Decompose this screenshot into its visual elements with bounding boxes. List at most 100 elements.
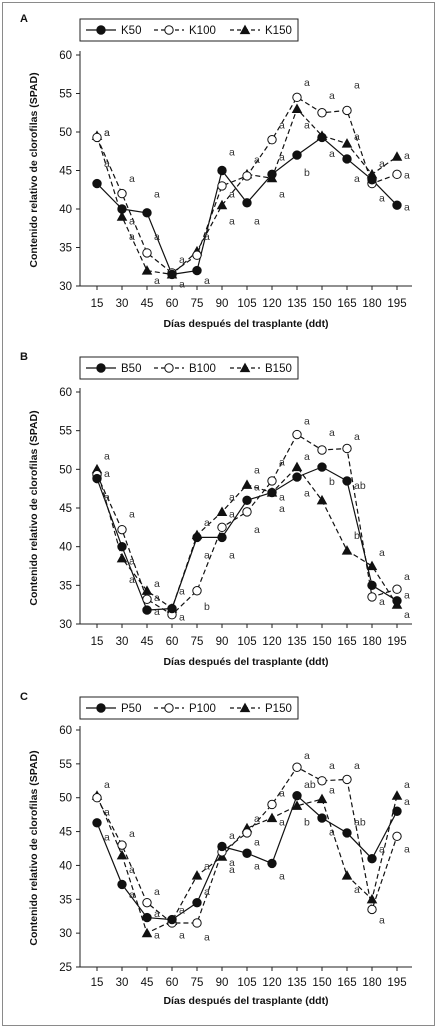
series-line-b100 bbox=[96, 433, 398, 616]
x-tick-label: 75 bbox=[191, 298, 204, 310]
legend: B50 B100 B150 bbox=[79, 356, 299, 380]
significance-letter: a bbox=[229, 491, 235, 503]
x-tick-label: 135 bbox=[287, 298, 306, 310]
data-point-k150 bbox=[116, 211, 128, 221]
significance-letter: a bbox=[129, 864, 135, 876]
data-point-k100 bbox=[342, 105, 352, 116]
y-tick-label: 60 bbox=[59, 387, 72, 399]
y-tick-label: 60 bbox=[59, 50, 72, 62]
data-point-p100 bbox=[92, 793, 102, 803]
data-point-b50 bbox=[367, 580, 377, 591]
data-point-b100 bbox=[342, 443, 352, 454]
data-point-p100 bbox=[342, 774, 352, 785]
legend-label-k50: K50 bbox=[121, 25, 141, 37]
legend-marker-b50 bbox=[96, 363, 106, 373]
y-tick-label: 30 bbox=[59, 281, 72, 293]
y-tick-label: 55 bbox=[59, 759, 72, 771]
data-point-b150 bbox=[291, 461, 303, 472]
data-point-p50 bbox=[242, 848, 252, 858]
y-tick-label: 35 bbox=[59, 580, 72, 592]
significance-letter: ab bbox=[354, 480, 366, 492]
significance-letter: a bbox=[104, 831, 110, 843]
significance-letter: a bbox=[279, 457, 285, 469]
data-point-b50 bbox=[192, 532, 202, 543]
data-point-b50 bbox=[117, 541, 127, 552]
significance-letter: ab bbox=[304, 779, 316, 791]
significance-letter: a bbox=[279, 119, 285, 131]
significance-letter: a bbox=[279, 491, 285, 503]
significance-letter: a bbox=[404, 609, 410, 621]
x-tick-label: 165 bbox=[337, 977, 356, 989]
x-tick-label: 105 bbox=[237, 977, 256, 989]
data-point-k150 bbox=[141, 265, 153, 275]
significance-letter: a bbox=[379, 915, 385, 927]
x-tick-label: 120 bbox=[262, 636, 281, 648]
data-point-k100 bbox=[217, 181, 227, 191]
significance-letter: a bbox=[179, 586, 185, 598]
legend: K50 K100 K150 bbox=[79, 18, 299, 42]
significance-letter: a bbox=[204, 886, 210, 898]
x-tick-label: 180 bbox=[362, 636, 381, 648]
data-point-p150 bbox=[191, 870, 203, 880]
data-point-p150 bbox=[391, 790, 403, 800]
data-point-b100 bbox=[142, 594, 152, 604]
significance-letter: a bbox=[179, 929, 185, 941]
x-tick-label: 30 bbox=[116, 977, 129, 989]
data-point-k50 bbox=[292, 150, 302, 160]
x-tick-label: 90 bbox=[216, 636, 229, 648]
significance-letter: a bbox=[304, 451, 310, 463]
significance-letter: a bbox=[404, 844, 410, 856]
data-point-k100 bbox=[267, 135, 277, 145]
legend-marker-k100 bbox=[164, 25, 174, 35]
series-line-p100 bbox=[96, 766, 398, 924]
data-point-b50 bbox=[267, 487, 277, 498]
significance-letter: a bbox=[329, 760, 335, 772]
series-line-k100 bbox=[96, 96, 398, 274]
significance-letter: b bbox=[304, 816, 310, 828]
significance-letter: a bbox=[354, 760, 360, 772]
legend-box bbox=[79, 696, 299, 720]
significance-letter: a bbox=[379, 158, 385, 170]
data-point-k100 bbox=[192, 250, 202, 260]
x-tick-label: 15 bbox=[91, 298, 104, 310]
data-point-p150 bbox=[266, 812, 278, 823]
significance-letter: a bbox=[204, 275, 210, 287]
y-axis-title: Contenido relativo de clorofilas (SPAD) bbox=[28, 72, 40, 267]
significance-letter: a bbox=[404, 796, 410, 808]
significance-letter: a bbox=[129, 556, 135, 568]
y-tick-label: 35 bbox=[59, 894, 72, 906]
y-tick-label: 40 bbox=[59, 860, 72, 872]
x-tick-label: 75 bbox=[191, 636, 204, 648]
series-line-p150 bbox=[96, 795, 398, 934]
panel-letter: C bbox=[20, 691, 28, 703]
significance-letter: a bbox=[104, 779, 110, 791]
data-point-p150 bbox=[316, 793, 328, 804]
significance-letter: a bbox=[404, 571, 410, 583]
x-tick-label: 15 bbox=[91, 636, 104, 648]
significance-letter: a bbox=[304, 750, 310, 762]
data-point-p100 bbox=[317, 776, 327, 786]
x-axis-title: Días después del trasplante (ddt) bbox=[163, 318, 328, 330]
significance-letter: a bbox=[154, 275, 160, 287]
significance-letter: a bbox=[154, 592, 160, 604]
significance-letter: a bbox=[204, 517, 210, 529]
data-point-p50 bbox=[367, 853, 377, 864]
significance-letter: a bbox=[154, 189, 160, 201]
y-tick-label: 45 bbox=[59, 827, 72, 839]
y-tick-label: 35 bbox=[59, 243, 72, 255]
y-axis-title: Contenido relativo de clorofilas (SPAD) bbox=[28, 410, 40, 605]
significance-letter: a bbox=[329, 827, 335, 839]
significance-letter: a bbox=[154, 908, 160, 920]
legend-label-b150: B150 bbox=[265, 363, 292, 375]
data-point-k50 bbox=[342, 154, 352, 164]
data-point-k50 bbox=[392, 200, 402, 210]
data-point-p50 bbox=[167, 914, 177, 925]
significance-letter: a bbox=[254, 154, 260, 166]
significance-letter: a bbox=[304, 416, 310, 428]
x-tick-label: 165 bbox=[337, 636, 356, 648]
x-tick-label: 120 bbox=[262, 298, 281, 310]
x-tick-label: 60 bbox=[166, 977, 179, 989]
data-point-p100 bbox=[142, 897, 152, 908]
x-tick-label: 60 bbox=[166, 298, 179, 310]
